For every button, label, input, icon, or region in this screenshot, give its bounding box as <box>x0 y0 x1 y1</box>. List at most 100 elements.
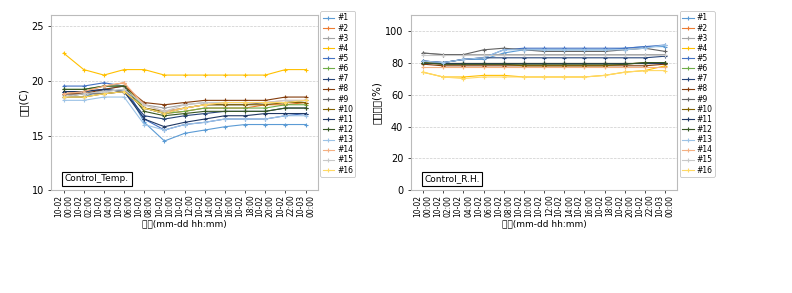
#4 <box>99 73 109 77</box>
#5 <box>559 47 569 50</box>
#2 <box>559 61 569 64</box>
#5 <box>261 117 270 121</box>
#5 <box>301 112 310 115</box>
Y-axis label: 상대습도(%): 상대습도(%) <box>372 81 382 124</box>
#9 <box>640 47 649 50</box>
#5 <box>519 47 528 50</box>
#8 <box>539 64 549 68</box>
#11 <box>418 61 428 64</box>
Line: #7: #7 <box>421 54 668 65</box>
#6 <box>99 84 109 88</box>
#2 <box>418 61 428 64</box>
#4 <box>640 69 649 72</box>
#5 <box>499 48 508 52</box>
#14 <box>160 110 169 113</box>
#13 <box>499 48 508 52</box>
#6 <box>499 61 508 64</box>
#7 <box>160 117 169 121</box>
Line: #10: #10 <box>421 60 668 68</box>
Line: #12: #12 <box>61 84 308 118</box>
Line: #15: #15 <box>421 52 668 57</box>
#15 <box>640 53 649 56</box>
#3 <box>499 53 508 56</box>
#15 <box>499 53 508 56</box>
#15 <box>261 101 270 104</box>
#15 <box>580 53 589 56</box>
#1 <box>418 59 428 63</box>
#3 <box>301 98 310 102</box>
#14 <box>240 101 249 104</box>
#13 <box>200 121 210 124</box>
#14 <box>139 103 149 107</box>
Legend: #1, #2, #3, #4, #5, #6, #7, #8, #9, #10, #11, #12, #13, #14, #15, #16: #1, #2, #3, #4, #5, #6, #7, #8, #9, #10,… <box>321 11 356 177</box>
#12 <box>580 62 589 66</box>
#12 <box>640 61 649 64</box>
#2 <box>261 103 270 107</box>
#1 <box>580 48 589 52</box>
#12 <box>439 62 448 66</box>
#15 <box>79 92 89 96</box>
#5 <box>240 117 249 121</box>
#8 <box>160 103 169 107</box>
#16 <box>519 75 528 79</box>
#14 <box>120 81 129 85</box>
#7 <box>479 56 489 59</box>
#4 <box>261 73 270 77</box>
#5 <box>600 47 609 50</box>
#12 <box>79 88 89 91</box>
#4 <box>559 75 569 79</box>
#13 <box>640 47 649 50</box>
#14 <box>79 90 89 93</box>
#10 <box>640 61 649 64</box>
#14 <box>200 103 210 107</box>
#8 <box>79 92 89 96</box>
#1 <box>640 45 649 48</box>
#12 <box>261 110 270 113</box>
#9 <box>280 101 290 104</box>
#8 <box>59 92 68 96</box>
#16 <box>418 70 428 74</box>
#10 <box>240 103 249 107</box>
#11 <box>160 125 169 129</box>
#9 <box>301 98 310 102</box>
Line: #9: #9 <box>61 89 308 116</box>
#6 <box>79 88 89 91</box>
#10 <box>301 101 310 104</box>
#9 <box>220 103 230 107</box>
#16 <box>200 103 210 107</box>
#3 <box>79 92 89 96</box>
#9 <box>99 92 109 96</box>
#10 <box>139 106 149 110</box>
#2 <box>120 81 129 85</box>
#11 <box>180 121 189 124</box>
#14 <box>261 101 270 104</box>
#15 <box>139 103 149 107</box>
#16 <box>120 90 129 93</box>
#7 <box>301 106 310 110</box>
#8 <box>261 98 270 102</box>
#16 <box>620 70 630 74</box>
#4 <box>620 70 630 74</box>
#7 <box>499 56 508 59</box>
#8 <box>280 95 290 99</box>
#13 <box>180 123 189 126</box>
#5 <box>640 45 649 48</box>
#11 <box>661 61 670 64</box>
#14 <box>519 66 528 69</box>
#2 <box>640 61 649 64</box>
#16 <box>99 92 109 96</box>
#12 <box>240 110 249 113</box>
#9 <box>661 50 670 53</box>
#10 <box>220 103 230 107</box>
#11 <box>280 112 290 115</box>
#5 <box>180 123 189 126</box>
#13 <box>519 48 528 52</box>
#8 <box>459 64 468 68</box>
#9 <box>418 51 428 55</box>
#15 <box>180 103 189 107</box>
#4 <box>580 75 589 79</box>
#15 <box>439 53 448 56</box>
#11 <box>200 117 210 121</box>
#11 <box>539 61 549 64</box>
Line: #11: #11 <box>61 87 308 129</box>
